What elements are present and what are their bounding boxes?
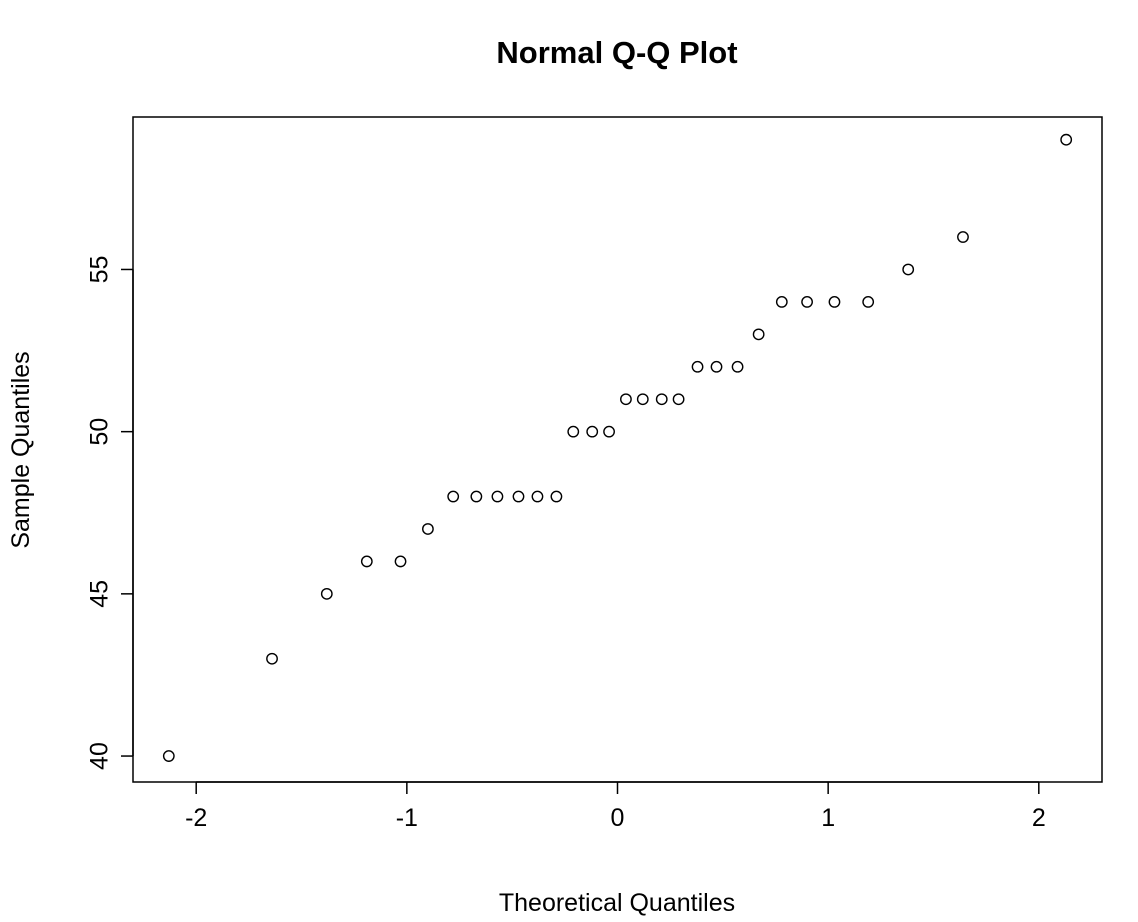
x-tick-label: 1: [821, 804, 835, 832]
y-axis: 40 45 50 55: [86, 256, 134, 770]
data-point: [902, 263, 915, 276]
data-point: [636, 393, 649, 406]
x-tick-label: 0: [611, 804, 625, 832]
data-point: [470, 490, 483, 503]
chart-title: Normal Q-Q Plot: [496, 35, 737, 70]
data-point: [320, 587, 333, 600]
data-point: [691, 360, 704, 373]
y-tick-label: 40: [86, 742, 114, 770]
data-point: [710, 360, 723, 373]
data-point: [531, 490, 544, 503]
data-point: [360, 555, 373, 568]
plot-frame: [132, 116, 1103, 783]
x-tick-label: 2: [1032, 804, 1046, 832]
y-axis-label: Sample Quantiles: [7, 351, 35, 548]
data-point: [603, 425, 615, 438]
data-point: [752, 328, 765, 341]
data-point: [394, 555, 407, 568]
x-axis-label: Theoretical Quantiles: [499, 889, 735, 917]
data-point: [162, 750, 175, 762]
data-point: [862, 296, 875, 308]
x-tick-label: -1: [396, 804, 418, 832]
data-point: [266, 652, 278, 665]
data-point: [620, 393, 632, 406]
y-tick-label: 50: [86, 418, 114, 446]
data-point: [731, 360, 744, 373]
data-point: [491, 490, 504, 503]
y-tick-label: 55: [86, 256, 114, 284]
data-point: [1060, 133, 1073, 146]
data-point: [655, 393, 668, 406]
x-axis: -2 -1 0 1 2: [185, 781, 1046, 832]
data-point: [550, 490, 563, 503]
data-point: [422, 523, 434, 535]
x-tick-label: -2: [185, 804, 207, 832]
data-point: [512, 490, 525, 503]
data-point: [801, 296, 813, 308]
data-point: [828, 296, 841, 308]
data-point: [447, 490, 460, 503]
data-points: [162, 133, 1073, 762]
data-point: [957, 231, 969, 243]
data-point: [775, 296, 788, 308]
data-point: [567, 425, 580, 438]
y-tick-label: 45: [86, 580, 114, 608]
data-point: [672, 393, 685, 406]
data-point: [586, 425, 599, 438]
